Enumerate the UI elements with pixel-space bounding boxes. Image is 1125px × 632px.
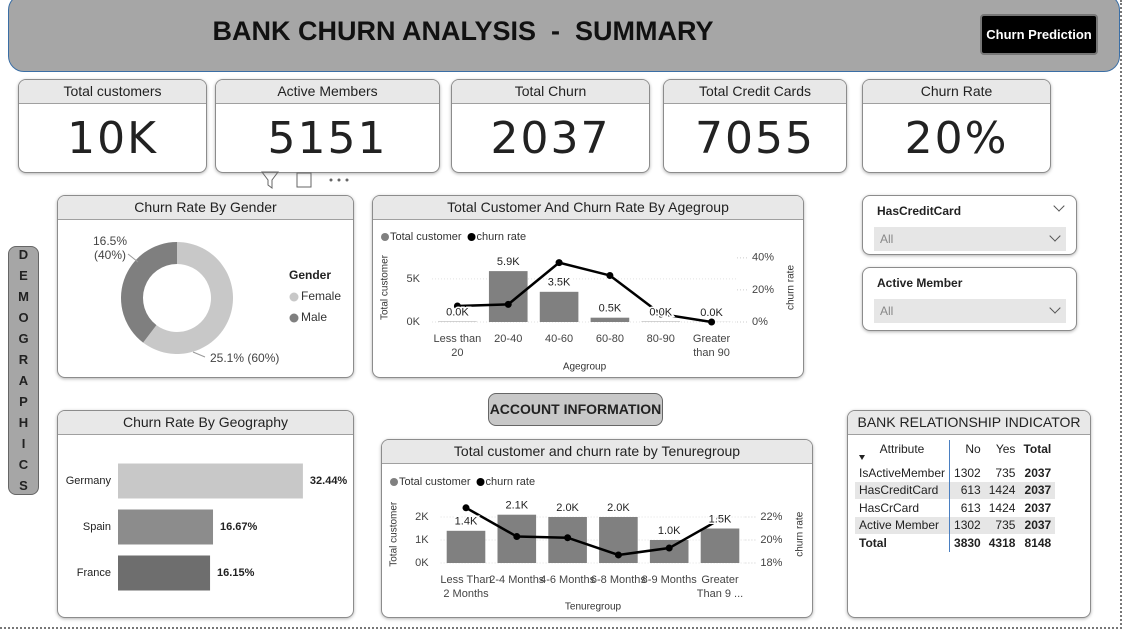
cell: 735 (984, 516, 1020, 534)
cell: 4318 (988, 535, 1016, 550)
chart-title: Total customer and churn rate by Tenureg… (382, 440, 812, 464)
slicer-dropdown[interactable]: All (874, 227, 1066, 251)
x-tick-label: Greater than 90 (692, 333, 731, 359)
x-tick-label: Greater Than 9 ... (696, 574, 744, 600)
section-label: ACCOUNT INFORMATION (488, 393, 663, 426)
cell: 613 (949, 481, 985, 499)
cell: HasCreditCard (855, 481, 951, 499)
slicer: HasCreditCard All (862, 195, 1077, 255)
chevron (1053, 200, 1065, 212)
chart-title: Churn Rate By Gender (58, 196, 353, 220)
kpi-value: 2037 (490, 113, 611, 164)
cell: 3830 (954, 535, 981, 550)
x-tick-label: Less Than 2 Months (440, 574, 492, 600)
cell: 2037 (1019, 481, 1056, 499)
x-tick-label: 4-6 Months (540, 574, 596, 586)
cell: 1302 (949, 516, 985, 534)
x-tick-label: 6-8 Months (590, 574, 646, 586)
cell: 1424 (984, 481, 1020, 499)
data-label: 16.5% (40%) (92, 234, 128, 262)
cell: Active Member (855, 516, 951, 534)
kpi-value: 7055 (695, 113, 815, 164)
data-label: 25.1% (60%) (210, 351, 280, 365)
kpi-label: Total Credit Cards (664, 80, 846, 104)
column-header: No (965, 442, 981, 456)
chart-panel: Churn Rate By Gender (57, 195, 354, 378)
kpi-value: 20% (904, 113, 1009, 164)
kpi-label: Churn Rate (863, 80, 1050, 104)
cell: 2037 (1024, 465, 1052, 480)
cell: Total (855, 534, 951, 552)
kpi-card: Active Members 5151 (215, 79, 440, 173)
x-tick-label: 60-80 (595, 333, 624, 345)
x-tick-label: 20-40 (494, 333, 523, 345)
chart-panel: Churn Rate By Geography (57, 410, 354, 618)
cell: 613 (960, 500, 981, 515)
chart-title: Churn Rate By Geography (58, 411, 353, 435)
table: Attribute No Yes Total IsActiveMember 1302 73… (855, 440, 1056, 552)
cell: 2037 (1024, 500, 1052, 515)
kpi-label: Total Churn (452, 80, 649, 104)
cell: 735 (995, 465, 1016, 480)
column-header: Total (1023, 442, 1052, 456)
kpi-card: Total Credit Cards 7055 (663, 79, 847, 173)
x-tick-label: 2-4 Months (489, 574, 545, 586)
kpi-card: Total Churn 2037 (451, 79, 650, 173)
kpi-card: Total customers 10K (18, 79, 207, 173)
cell: 1424 (988, 500, 1016, 515)
table-title: BANK RELATIONSHIP INDICATOR (848, 411, 1090, 435)
chart-title: Total Customer And Churn Rate By Agegrou… (373, 196, 803, 220)
cell: IsActiveMember (855, 464, 951, 482)
column-header: Yes (995, 442, 1016, 456)
cell: 8148 (1024, 535, 1052, 550)
kpi-label: Active Members (216, 80, 439, 104)
x-tick-label: Less than 20 (433, 333, 482, 359)
slicer: Active Member All (862, 267, 1077, 331)
x-tick-label: 40-60 (545, 333, 574, 345)
x-tick-label: 8-9 Months (641, 574, 697, 586)
kpi-card: Churn Rate 20% (862, 79, 1051, 173)
slicer-title: Active Member (877, 276, 963, 290)
header (8, 0, 1120, 72)
cell: 2037 (1019, 516, 1056, 534)
slicer-dropdown[interactable]: All (874, 299, 1066, 323)
cell: 1302 (954, 465, 981, 480)
slicer-title: HasCreditCard (877, 204, 962, 218)
kpi-label: Total customers (19, 80, 206, 104)
dashboard-title: BANK CHURN ANALYSIS - SUMMARY (212, 16, 714, 46)
kpi-value: 10K (67, 113, 158, 164)
section-label: DEMOGRAPHICS (8, 246, 39, 499)
cell: HasCrCard (855, 499, 951, 517)
prediction-button[interactable]: Churn Prediction (980, 14, 1098, 55)
kpi-value: 5151 (267, 113, 388, 164)
x-tick-label: 80-90 (646, 333, 675, 345)
column-header[interactable]: Attribute (855, 440, 951, 464)
